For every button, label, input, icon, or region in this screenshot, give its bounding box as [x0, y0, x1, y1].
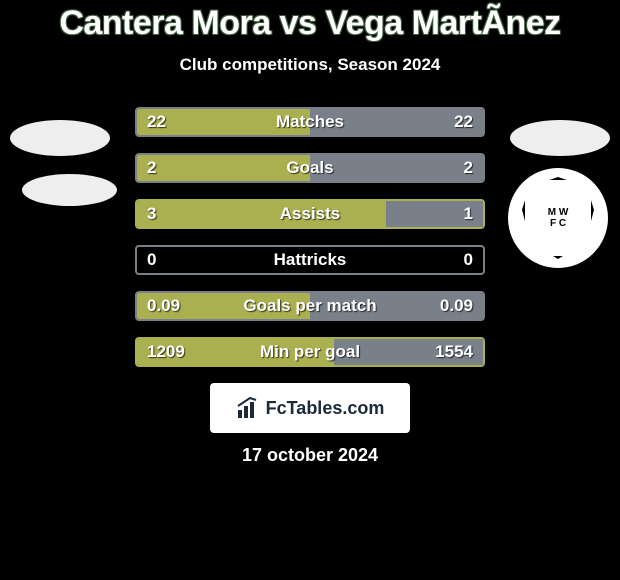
stat-value-left: 0.09 — [147, 296, 180, 316]
stat-value-right: 1 — [464, 204, 473, 224]
stat-value-left: 2 — [147, 158, 156, 178]
team-badge-left-top — [10, 120, 110, 156]
stat-value-right: 0.09 — [440, 296, 473, 316]
team-badge-right-top — [510, 120, 610, 156]
shield-icon: M W F C — [522, 177, 594, 259]
stat-label: Hattricks — [274, 250, 347, 270]
stat-value-right: 0 — [464, 250, 473, 270]
infographic-container: Cantera Mora vs Vega MartÃ­nez Club comp… — [0, 0, 620, 466]
chart-icon — [236, 396, 260, 420]
stat-value-right: 22 — [454, 112, 473, 132]
stat-row: 0 0 Hattricks — [135, 245, 485, 275]
stat-fill-right — [310, 155, 483, 181]
stat-label: Goals per match — [243, 296, 376, 316]
team-badge-right-shield: M W F C — [508, 168, 608, 268]
stat-row: 2 2 Goals — [135, 153, 485, 183]
team-badge-left-bottom — [22, 174, 117, 206]
stats-list: 2222Matches22Goals31Assists00Hattricks0.… — [135, 107, 485, 367]
stat-label: Assists — [280, 204, 340, 224]
date-text: 17 october 2024 — [0, 445, 620, 466]
stat-value-right: 1554 — [435, 342, 473, 362]
page-title: Cantera Mora vs Vega MartÃ­nez — [0, 4, 620, 43]
shield-text: M W F C — [548, 207, 569, 229]
stat-value-left: 22 — [147, 112, 166, 132]
stat-label: Min per goal — [260, 342, 360, 362]
stat-label: Matches — [276, 112, 344, 132]
stat-label: Goals — [286, 158, 333, 178]
stat-fill-left — [137, 201, 386, 227]
stat-row: 0.09 0.09 Goals per match — [135, 291, 485, 321]
logo-text: FcTables.com — [266, 398, 385, 419]
stat-value-left: 3 — [147, 204, 156, 224]
stat-fill-left — [137, 155, 310, 181]
stat-row: 3 1 Assists — [135, 199, 485, 229]
stat-value-left: 0 — [147, 250, 156, 270]
fctables-logo: FcTables.com — [210, 383, 410, 433]
stat-value-right: 2 — [464, 158, 473, 178]
stat-row: 22 22 Matches — [135, 107, 485, 137]
stat-row: 1209 1554 Min per goal — [135, 337, 485, 367]
subtitle: Club competitions, Season 2024 — [0, 55, 620, 75]
stat-value-left: 1209 — [147, 342, 185, 362]
